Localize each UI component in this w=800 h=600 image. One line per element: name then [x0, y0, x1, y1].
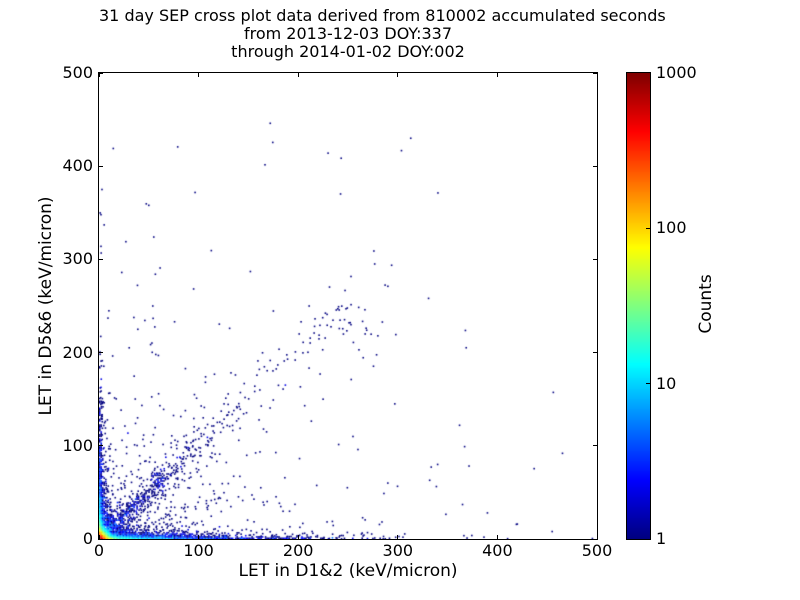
title-line-1: 31 day SEP cross plot data derived from …: [99, 6, 666, 25]
y-tick-mark-right: [593, 72, 597, 74]
y-tick-label: 100: [62, 435, 93, 455]
y-tick-mark: [99, 538, 103, 540]
x-tick-label: 100: [183, 541, 214, 560]
y-tick-label: 500: [62, 63, 93, 82]
x-tick-mark-top: [98, 73, 100, 77]
colorbar: [626, 72, 651, 540]
x-tick-mark: [397, 535, 399, 539]
x-tick-mark: [496, 535, 498, 539]
y-tick-label: 0: [82, 529, 93, 548]
y-tick-mark-right: [593, 258, 597, 260]
y-tick-mark: [99, 352, 103, 354]
y-tick-mark-right: [593, 165, 597, 167]
colorbar-tick-label: 100: [656, 218, 687, 238]
scatter-canvas: [99, 73, 597, 539]
x-tick-mark-top: [496, 73, 498, 77]
colorbar-title: Counts: [696, 274, 716, 334]
y-tick-mark-right: [593, 538, 597, 540]
y-tick-mark: [99, 258, 103, 260]
y-tick-mark-right: [593, 352, 597, 354]
x-tick-mark: [596, 535, 598, 539]
plot-area: [98, 72, 598, 540]
x-tick-mark-top: [198, 73, 200, 77]
y-tick-mark: [99, 165, 103, 167]
y-tick-mark: [99, 445, 103, 447]
x-tick-mark: [297, 535, 299, 539]
x-tick-mark: [198, 535, 200, 539]
y-tick-label: 300: [62, 249, 93, 269]
colorbar-tick-label: 1000: [656, 63, 697, 82]
y-tick-mark-right: [593, 445, 597, 447]
colorbar-tick-mark: [646, 227, 650, 229]
y-tick-mark: [99, 72, 103, 74]
colorbar-canvas: [627, 73, 650, 539]
y-axis-label: LET in D5&6 (keV/micron): [36, 196, 56, 416]
x-tick-mark-top: [297, 73, 299, 77]
y-tick-label: 400: [62, 156, 93, 176]
x-tick-mark-top: [596, 73, 598, 77]
x-tick-label: 500: [581, 541, 613, 560]
colorbar-tick-label: 1: [656, 529, 667, 548]
colorbar-tick-label: 10: [656, 373, 677, 393]
x-tick-mark-top: [397, 73, 399, 77]
x-axis-label: LET in D1&2 (keV/micron): [238, 561, 458, 581]
chart-title: 31 day SEP cross plot data derived from …: [99, 6, 666, 61]
colorbar-tick-mark: [646, 383, 650, 385]
y-tick-label: 200: [62, 342, 93, 362]
x-tick-label: 200: [282, 541, 314, 560]
x-tick-label: 0: [93, 541, 105, 560]
x-tick-mark: [98, 535, 100, 539]
x-tick-label: 400: [482, 541, 513, 560]
title-line-2: from 2013-12-03 DOY:337: [243, 24, 452, 43]
x-tick-label: 300: [382, 541, 414, 560]
title-line-3: through 2014-01-02 DOY:002: [231, 42, 465, 61]
